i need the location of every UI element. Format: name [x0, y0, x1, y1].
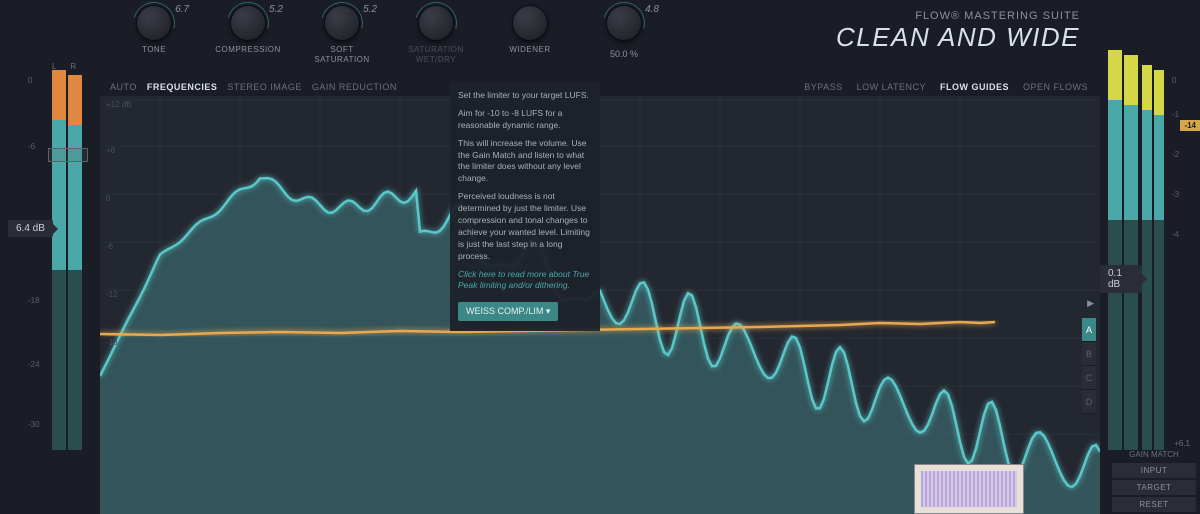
guide-text: This will increase the volume. Use the G… [458, 138, 592, 186]
y-axis-label: +12 dB [106, 100, 132, 109]
tab-bar: AUTO FREQUENCIES STEREO IMAGE GAIN REDUCTIO… [100, 78, 1100, 96]
y-axis-label: -12 [106, 290, 118, 299]
knob-soft[interactable]: 5.2SOFTSATURATION [306, 5, 378, 64]
right-meter-panel: 0 -1 -2 -3 -4 -14 0.1 dB [1100, 0, 1200, 514]
weiss-comp-lim-button[interactable]: WEISS COMP./LIM ▾ [458, 302, 558, 321]
preset-slots: ABCD [1082, 318, 1096, 414]
knob-percent[interactable]: 4.850.0 % [588, 5, 660, 64]
tab-bypass[interactable]: BYPASS [804, 82, 842, 92]
preset-slot-a[interactable]: A [1082, 318, 1096, 342]
guide-text: Aim for -10 to -8 LUFS for a reasonable … [458, 108, 592, 132]
y-axis-label: 0 [106, 194, 110, 203]
gain-match-label: GAIN MATCH [1112, 448, 1196, 461]
tab-flow-guides[interactable]: FLOW GUIDES [940, 82, 1009, 92]
guide-text: Perceived loudness is not determined by … [458, 191, 592, 262]
y-axis-label: -6 [106, 242, 113, 251]
right-db-readout: 0.1 dB [1100, 265, 1142, 293]
flow-guide-tooltip: Set the limiter to your target LUFS. Aim… [450, 82, 600, 331]
right-meter-bars-2 [1142, 0, 1174, 450]
y-axis-label: -18 [106, 338, 118, 347]
tab-low-latency[interactable]: LOW LATENCY [857, 82, 926, 92]
knob-tone[interactable]: 6.7TONE [118, 5, 190, 64]
spectrum-display[interactable]: +12 dB +6 0 -6 -12 -18 -24 [100, 96, 1100, 514]
preset-slot-b[interactable]: B [1082, 342, 1096, 366]
target-button[interactable]: TARGET [1112, 480, 1196, 495]
tab-open-flows[interactable]: OPEN FLOWS [1023, 82, 1088, 92]
knob-widener[interactable]: WIDENER [494, 5, 566, 64]
left-meter-panel: 0 -6 -12 -18 -24 -30 L R 6.4 dB [0, 0, 100, 514]
left-db-readout: 6.4 dB [8, 220, 53, 237]
guide-text: Set the limiter to your target LUFS. [458, 90, 592, 102]
preset-slot-d[interactable]: D [1082, 390, 1096, 414]
gain-offset: +6.1 [1174, 439, 1190, 448]
input-button[interactable]: INPUT [1112, 463, 1196, 478]
product-title: FLOW® MASTERING SUITE CLEAN AND WIDE [836, 10, 1080, 53]
right-meter-bars-1 [1108, 0, 1140, 450]
right-meter-scale: 0 -1 -2 -3 -4 [1172, 0, 1192, 450]
bottom-right-controls: GAIN MATCH INPUT TARGET RESET [1112, 448, 1196, 512]
reset-button[interactable]: RESET [1112, 497, 1196, 512]
y-axis-label: +6 [106, 146, 115, 155]
tab-frequencies[interactable]: FREQUENCIES [147, 82, 218, 92]
thumbnail-preview[interactable] [914, 464, 1024, 514]
preset-slot-c[interactable]: C [1082, 366, 1096, 390]
tab-auto[interactable]: AUTO [110, 82, 137, 92]
tab-stereo-image[interactable]: STEREO IMAGE [227, 82, 302, 92]
tab-gain-reduction[interactable]: GAIN REDUCTION [312, 82, 397, 92]
guide-link[interactable]: Click here to read more about True Peak … [458, 269, 592, 293]
play-icon[interactable]: ▶ [1087, 298, 1094, 309]
y-axis-label: -24 [106, 386, 118, 395]
level-indicator[interactable] [48, 148, 88, 162]
knob-toolbar: 6.7TONE 5.2COMPRESSION 5.2SOFTSATURATION SA… [100, 0, 1100, 70]
lufs-marker[interactable]: -14 [1180, 120, 1200, 131]
knob-saturation[interactable]: SATURATIONWET/DRY [400, 5, 472, 64]
knob-compression[interactable]: 5.2COMPRESSION [212, 5, 284, 64]
